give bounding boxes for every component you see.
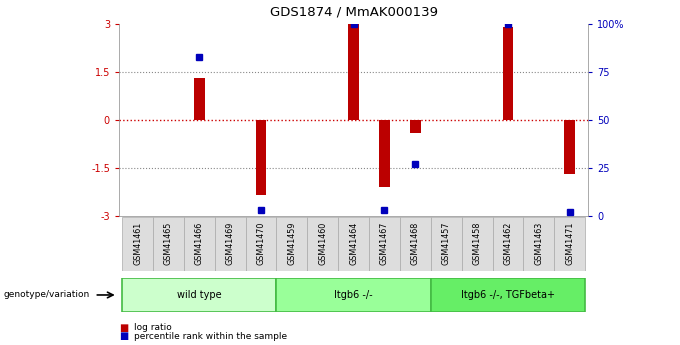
Text: GSM41466: GSM41466 bbox=[194, 221, 204, 265]
Bar bbox=[245, 217, 277, 271]
Bar bbox=[348, 24, 359, 120]
Bar bbox=[369, 217, 400, 271]
Text: genotype/variation: genotype/variation bbox=[3, 290, 90, 299]
Bar bbox=[194, 78, 205, 120]
Bar bbox=[400, 217, 430, 271]
Text: GSM41470: GSM41470 bbox=[256, 221, 265, 265]
Bar bbox=[492, 217, 524, 271]
Bar bbox=[430, 278, 585, 312]
Text: GSM41464: GSM41464 bbox=[349, 221, 358, 265]
Text: GSM41460: GSM41460 bbox=[318, 221, 327, 265]
Text: GSM41467: GSM41467 bbox=[380, 221, 389, 265]
Bar bbox=[122, 217, 153, 271]
Bar bbox=[307, 217, 338, 271]
Bar bbox=[379, 120, 390, 187]
Text: percentile rank within the sample: percentile rank within the sample bbox=[134, 332, 287, 341]
Bar bbox=[554, 217, 585, 271]
Bar bbox=[256, 120, 267, 195]
Text: wild type: wild type bbox=[177, 290, 222, 300]
Text: GSM41468: GSM41468 bbox=[411, 221, 420, 265]
Bar bbox=[410, 120, 421, 132]
Text: GSM41462: GSM41462 bbox=[503, 221, 513, 265]
Bar bbox=[430, 217, 462, 271]
Text: GSM41463: GSM41463 bbox=[534, 221, 543, 265]
Text: GSM41469: GSM41469 bbox=[226, 221, 235, 265]
Bar bbox=[122, 278, 277, 312]
Text: GSM41465: GSM41465 bbox=[164, 221, 173, 265]
Text: Itgb6 -/-: Itgb6 -/- bbox=[335, 290, 373, 300]
Bar bbox=[503, 27, 513, 120]
Bar bbox=[564, 120, 575, 174]
Bar bbox=[462, 217, 492, 271]
Bar bbox=[277, 278, 430, 312]
Bar bbox=[338, 217, 369, 271]
Bar bbox=[184, 217, 215, 271]
Text: Itgb6 -/-, TGFbeta+: Itgb6 -/-, TGFbeta+ bbox=[461, 290, 555, 300]
Text: GDS1874 / MmAK000139: GDS1874 / MmAK000139 bbox=[269, 5, 438, 18]
Text: log ratio: log ratio bbox=[134, 323, 172, 332]
Bar bbox=[524, 217, 554, 271]
Text: GSM41457: GSM41457 bbox=[442, 221, 451, 265]
Text: GSM41458: GSM41458 bbox=[473, 221, 481, 265]
Bar bbox=[277, 217, 307, 271]
Bar bbox=[153, 217, 184, 271]
Bar bbox=[215, 217, 245, 271]
Text: GSM41459: GSM41459 bbox=[288, 221, 296, 265]
Text: ■: ■ bbox=[119, 332, 129, 341]
Text: GSM41461: GSM41461 bbox=[133, 221, 142, 265]
Text: ■: ■ bbox=[119, 323, 129, 333]
Text: GSM41471: GSM41471 bbox=[565, 221, 574, 265]
